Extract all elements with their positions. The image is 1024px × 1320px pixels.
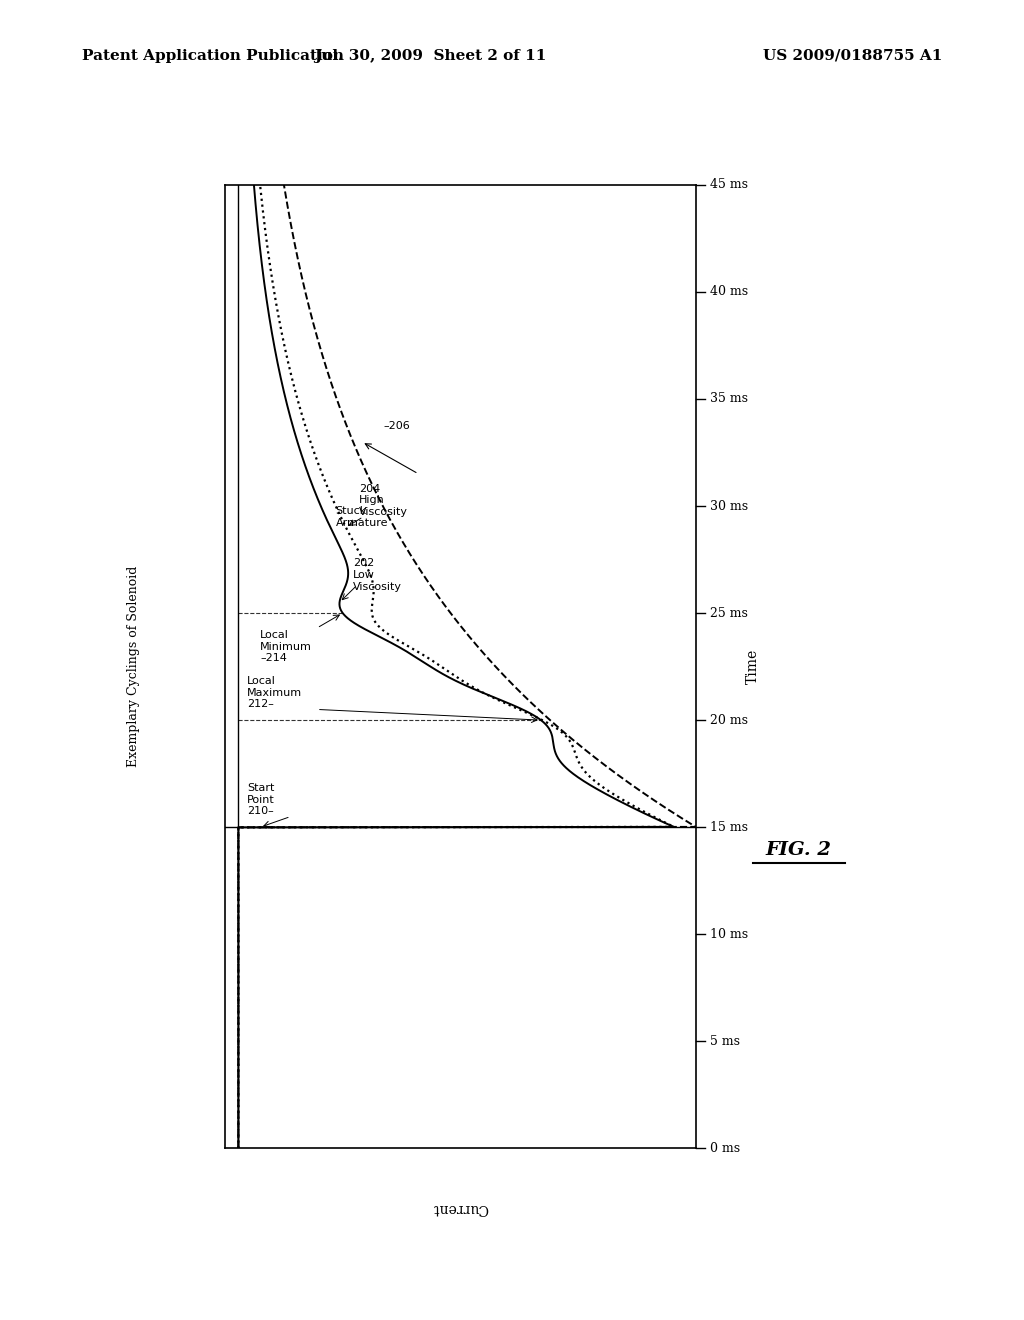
Text: 202
Low
Viscosity: 202 Low Viscosity [352, 558, 401, 591]
Text: 5 ms: 5 ms [710, 1035, 739, 1048]
Text: 35 ms: 35 ms [710, 392, 748, 405]
Text: Local
Maximum
212–: Local Maximum 212– [247, 676, 302, 709]
Text: Stuck
Armature: Stuck Armature [336, 506, 388, 528]
Text: Start
Point
210–: Start Point 210– [247, 783, 274, 817]
Text: 20 ms: 20 ms [710, 714, 748, 726]
Text: 204
High
Viscosity: 204 High Viscosity [359, 483, 408, 516]
Text: 0 ms: 0 ms [710, 1142, 739, 1155]
Text: 25 ms: 25 ms [710, 607, 748, 619]
Text: 10 ms: 10 ms [710, 928, 748, 941]
Text: US 2009/0188755 A1: US 2009/0188755 A1 [763, 49, 942, 63]
Text: Jul. 30, 2009  Sheet 2 of 11: Jul. 30, 2009 Sheet 2 of 11 [314, 49, 546, 63]
Text: Exemplary Cyclings of Solenoid: Exemplary Cyclings of Solenoid [127, 566, 139, 767]
Text: Patent Application Publication: Patent Application Publication [82, 49, 344, 63]
Text: 40 ms: 40 ms [710, 285, 748, 298]
Text: Local
Minimum
–214: Local Minimum –214 [260, 630, 312, 664]
Text: 15 ms: 15 ms [710, 821, 748, 834]
Text: FIG. 2: FIG. 2 [766, 841, 831, 859]
Text: 30 ms: 30 ms [710, 499, 748, 512]
Text: –206: –206 [384, 421, 411, 432]
Text: Current: Current [433, 1201, 488, 1214]
Text: Time: Time [745, 649, 760, 684]
Text: 45 ms: 45 ms [710, 178, 748, 191]
